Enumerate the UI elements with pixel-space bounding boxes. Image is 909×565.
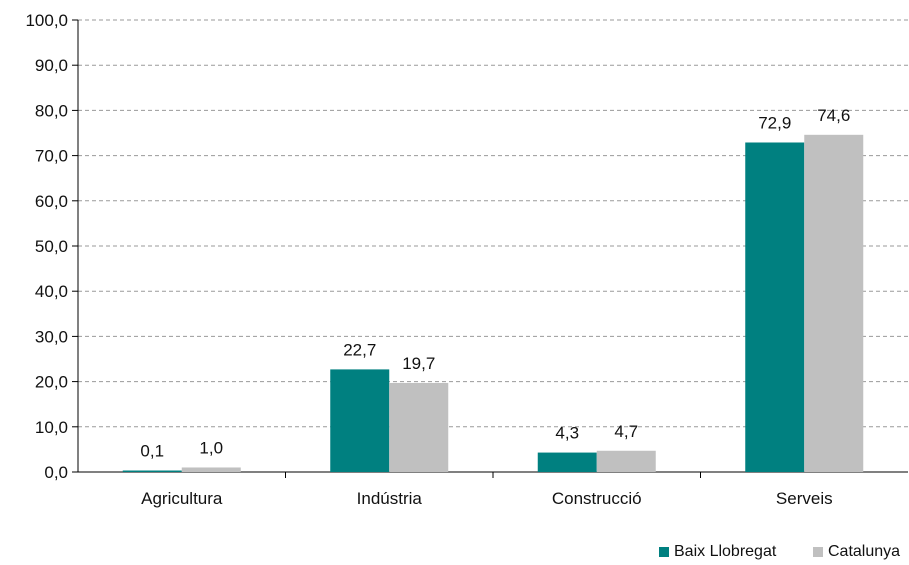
x-category-label: Construcció [552, 489, 642, 508]
data-label: 19,7 [402, 354, 435, 373]
bar [596, 450, 656, 472]
y-tick-label: 100,0 [25, 11, 68, 30]
bar [181, 467, 241, 472]
y-tick-label: 90,0 [35, 56, 68, 75]
bar [330, 369, 390, 472]
y-tick-label: 50,0 [35, 237, 68, 256]
bar [537, 452, 597, 472]
x-category-label: Indústria [357, 489, 423, 508]
bar [804, 134, 864, 473]
y-tick-label: 20,0 [35, 373, 68, 392]
x-category-label: Serveis [776, 489, 833, 508]
y-tick-label: 40,0 [35, 282, 68, 301]
bar [745, 142, 805, 472]
data-label: 72,9 [758, 113, 791, 132]
bar [122, 470, 182, 472]
data-label: 1,0 [199, 438, 223, 457]
y-tick-label: 80,0 [35, 101, 68, 120]
y-tick-label: 10,0 [35, 418, 68, 437]
y-tick-label: 0,0 [44, 463, 68, 482]
data-label: 22,7 [343, 340, 376, 359]
data-label: 0,1 [140, 442, 164, 461]
x-category-label: Agricultura [141, 489, 223, 508]
y-tick-label: 60,0 [35, 192, 68, 211]
data-label: 74,6 [817, 106, 850, 125]
bar [389, 382, 449, 472]
data-label: 4,3 [555, 424, 579, 443]
y-tick-label: 30,0 [35, 327, 68, 346]
y-tick-label: 70,0 [35, 147, 68, 166]
data-label: 4,7 [614, 422, 638, 441]
